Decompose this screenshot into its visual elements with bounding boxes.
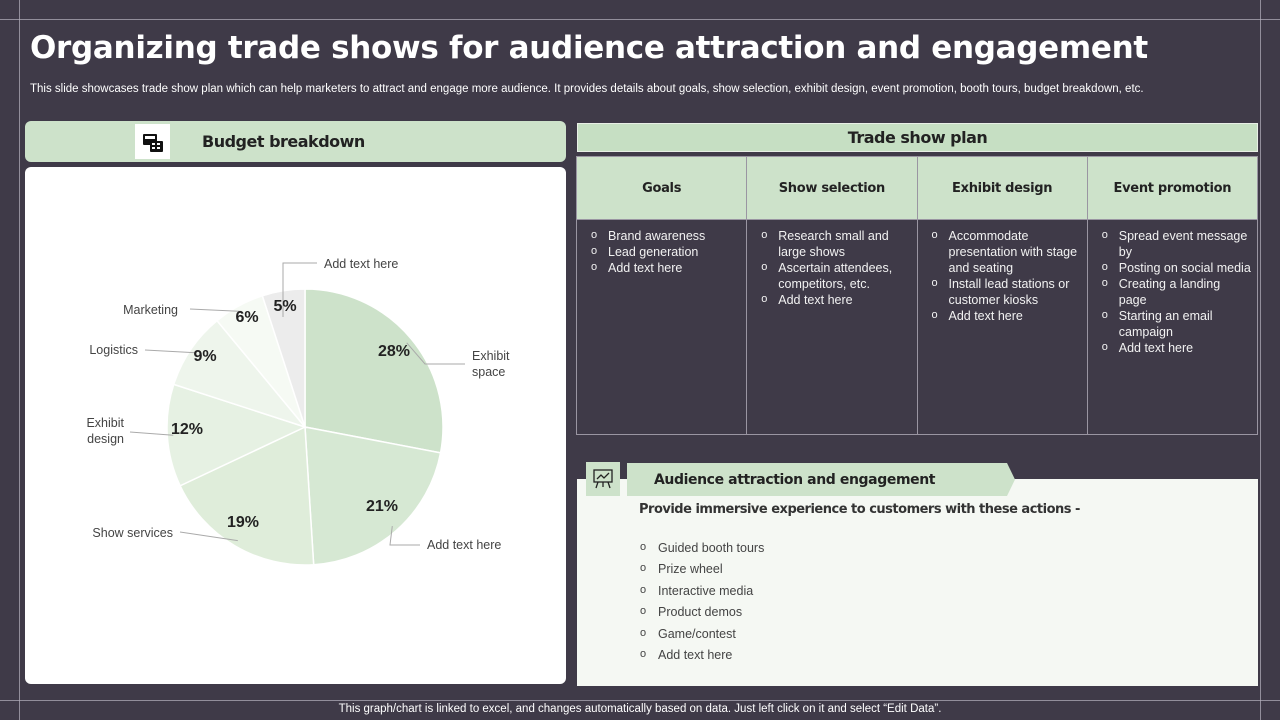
slide-footer: This graph/chart is linked to excel, and… [338, 703, 942, 715]
percent-label: 19% [227, 514, 259, 531]
list-item: Accommodate presentation with stage and … [930, 227, 1081, 276]
trade-show-plan-title: Trade show plan [577, 123, 1258, 152]
goals-cell: Brand awareness Lead generation Add text… [575, 219, 748, 435]
list-item: Game/contest [639, 625, 764, 647]
pie-slice [179, 425, 315, 566]
slide-title: Organizing trade shows for audience attr… [30, 30, 1148, 66]
category-label: Marketing [123, 303, 178, 317]
list-item: Posting on social media [1100, 259, 1251, 276]
pie-slice [166, 383, 308, 487]
percent-label: 6% [235, 309, 258, 326]
list-item: Ascertain attendees, competitors, etc. [759, 259, 910, 292]
category-label: Exhibit design [86, 416, 124, 446]
percent-label: 9% [193, 348, 216, 365]
audience-header: Audience attraction and engagement [627, 463, 1015, 496]
pie-slice [304, 426, 442, 566]
percent-label: 5% [273, 298, 296, 315]
guide-line-right [1260, 0, 1261, 720]
list-item: Starting an email campaign [1100, 307, 1251, 340]
list-item: Research small and large shows [759, 227, 910, 260]
percent-label: 21% [366, 498, 398, 515]
list-item: Guided booth tours [639, 539, 764, 561]
leader-line [406, 342, 465, 365]
leader-line [179, 531, 238, 542]
leader-line [144, 349, 196, 354]
leader-line [282, 262, 317, 317]
percent-label: 12% [171, 421, 203, 438]
pie-slice [304, 288, 444, 454]
column-heading-event-promotion: Event promotion [1086, 156, 1259, 220]
percent-label: 28% [378, 343, 410, 360]
trade-show-plan-table: Goals Show selection Exhibit design Even… [575, 156, 1259, 435]
audience-intro: Provide immersive experience to customer… [639, 502, 1080, 517]
list-item: Lead generation [589, 243, 740, 260]
pie-chart-panel: Exhibit space 28% Add text here 21% Show serv… [25, 167, 566, 684]
list-item: Spread event message by [1100, 227, 1251, 260]
column-heading-goals: Goals [575, 156, 748, 220]
category-label: Show services [92, 526, 173, 540]
column-heading-exhibit-design: Exhibit design [916, 156, 1088, 220]
list-item: Add text here [930, 307, 1081, 324]
exhibit-design-cell: Accommodate presentation with stage and … [916, 219, 1088, 435]
category-label: Exhibit space [472, 349, 510, 379]
pie-chart: Exhibit space 28% Add text here 21% Show serv… [86, 257, 510, 566]
guide-line-top [0, 19, 1280, 20]
list-item: Creating a landing page [1100, 275, 1251, 308]
show-selection-cell: Research small and large shows Ascertain… [746, 219, 918, 435]
list-item: Install lead stations or customer kiosks [930, 275, 1081, 308]
list-item: Prize wheel [639, 560, 764, 582]
leader-line [189, 308, 242, 312]
budget-title: Budget breakdown [202, 132, 365, 151]
list-item: Add text here [589, 259, 740, 276]
audience-title: Audience attraction and engagement [654, 472, 936, 488]
budget-header: Budget breakdown [25, 121, 566, 162]
leader-line [129, 431, 174, 436]
slide-subtitle: This slide showcases trade show plan whi… [30, 83, 1144, 95]
guide-line-left [19, 0, 20, 720]
list-item: Product demos [639, 603, 764, 625]
list-item: Add text here [759, 291, 910, 308]
column-heading-show-selection: Show selection [746, 156, 918, 220]
list-item: Brand awareness [589, 227, 740, 244]
event-promotion-cell: Spread event message by Posting on socia… [1086, 219, 1259, 435]
category-label: Logistics [89, 343, 138, 357]
list-item: Interactive media [639, 582, 764, 604]
audience-actions-list: Guided booth tours Prize wheel Interacti… [639, 539, 764, 668]
category-label: Add text here [324, 257, 398, 271]
leader-line [389, 525, 420, 546]
presentation-board-icon [586, 462, 620, 496]
category-label: Add text here [427, 538, 501, 552]
list-item: Add text here [1100, 339, 1251, 356]
guide-line-bottom [0, 700, 1280, 701]
budget-calculator-icon [135, 124, 170, 159]
list-item: Add text here [639, 646, 764, 668]
